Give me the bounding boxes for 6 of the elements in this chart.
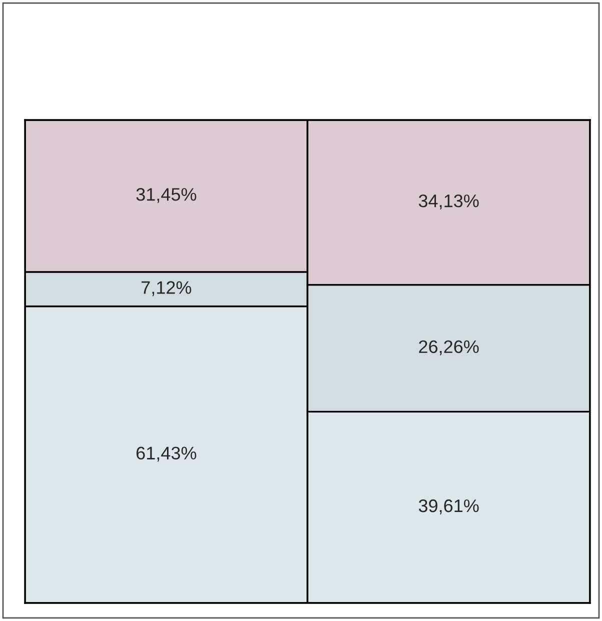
data-label: 39,61%	[418, 499, 479, 514]
data-label: 34,13%	[418, 194, 479, 210]
data-label: 61,43%	[136, 446, 196, 462]
data-label: 31,45%	[136, 188, 196, 203]
data-label: 7,12%	[142, 281, 192, 296]
data-label: 26,26%	[419, 340, 479, 356]
